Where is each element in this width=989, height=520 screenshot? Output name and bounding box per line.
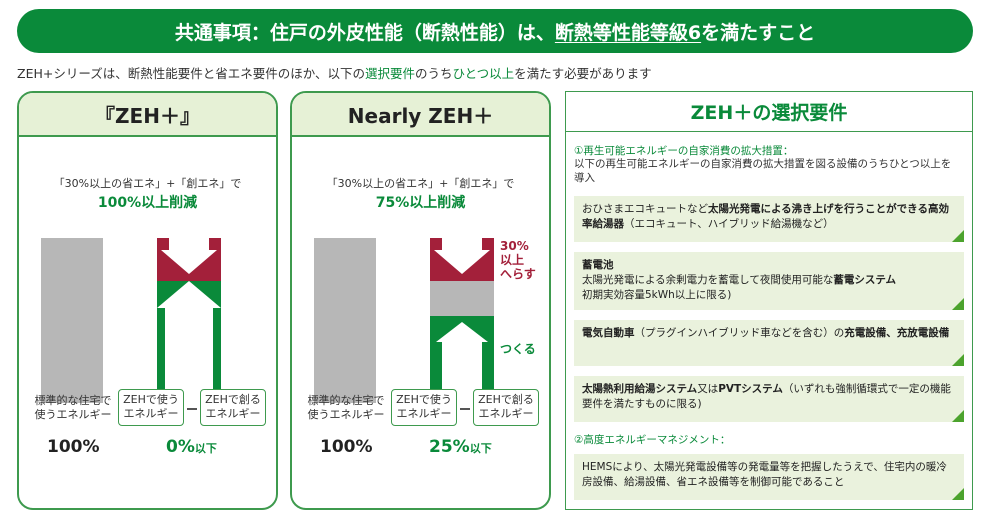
label-create-l1: ZEHで創る [205, 393, 261, 406]
section1-desc: 以下の再生可能エネルギーの自家消費の拡大措置を図る設備のうちひとつ以上を導入 [574, 158, 952, 184]
corner-marker [952, 354, 964, 366]
panel-title: 『ZEH＋』 [19, 93, 276, 137]
value-result-num: 25% [429, 437, 470, 457]
label-standard-l2: 使うエネルギー [34, 408, 112, 421]
label-standard-l1: 標準的な住宅で [34, 394, 112, 407]
value-result-num: 0% [166, 437, 195, 457]
standard-energy-bar [41, 238, 103, 403]
minus-sign [187, 408, 197, 410]
label-create-l2: エネルギー [478, 407, 534, 420]
intro-e: を満たす必要があります [514, 66, 652, 81]
panel-caption: 「30%以上の省エネ」+「創エネ」で [53, 177, 242, 190]
standard-energy-bar [314, 238, 376, 403]
label-standard: 標準的な住宅で 使うエネルギー [300, 394, 392, 422]
intro-c: のうち [414, 66, 453, 81]
label-create-l2: エネルギー [205, 407, 261, 420]
up-arrow [436, 322, 488, 403]
note-reduce: 30% 以上 へらす [500, 239, 536, 281]
value-standard: 100% [320, 437, 373, 457]
selection-title: ZEH＋の選択要件 [566, 92, 972, 132]
label-use: ZEHで使う エネルギー [391, 389, 457, 426]
item2-line2-bold: 蓄電システム [833, 274, 897, 286]
panel-reduction: 75%以上削減 [375, 195, 466, 211]
down-arrow [161, 238, 217, 274]
label-use-l2: エネルギー [123, 407, 179, 420]
intro-d: ひとつ以上 [452, 66, 515, 81]
selection-requirements-panel: ZEH＋の選択要件 ①再生可能エネルギーの自家消費の拡大措置： 以下の再生可能エ… [565, 91, 973, 510]
item1-pre: おひさまエコキュートなど [582, 203, 708, 215]
label-standard: 標準的な住宅で 使うエネルギー [27, 394, 119, 422]
label-standard-l1: 標準的な住宅で [307, 394, 385, 407]
label-standard-l2: 使うエネルギー [307, 408, 385, 421]
down-arrow [434, 238, 490, 274]
banner-text-b: 断熱等性能等級6 [554, 21, 702, 44]
corner-marker [952, 298, 964, 310]
requirement-item-battery: 蓄電池 太陽光発電による余剰電力を蓄電して夜間使用可能な蓄電システム 初期実効容… [574, 252, 964, 310]
label-use-l2: エネルギー [396, 407, 452, 420]
corner-marker [952, 230, 964, 242]
item4-mid: 又は [697, 383, 719, 395]
item1-post: （エコキュート、ハイブリッド給湯機など） [624, 218, 834, 230]
value-result-suffix: 以下 [469, 442, 492, 455]
minus-sign [460, 408, 470, 410]
value-standard: 100% [47, 437, 100, 457]
item3-post: （プラグインハイブリッド車などを含む）の [634, 327, 845, 339]
item4-bold: 太陽熱利用給湯システム [582, 383, 698, 395]
banner-text-c: を満たすこと [701, 21, 816, 44]
requirement-item-solar-thermal: 太陽熱利用給湯システム又はPVTシステム（いずれも強制循環式で一定の機能要件を満… [574, 376, 964, 422]
section2-desc: HEMSにより、太陽光発電設備等の発電量等を把握したうえで、住宅内の暖冷房設備、… [582, 461, 947, 488]
value-result-suffix: 以下 [194, 442, 217, 455]
label-create: ZEHで創る エネルギー [200, 389, 266, 426]
nearly-zeh-energy-bar [430, 238, 494, 403]
banner-text-a: 共通事項：住戸の外皮性能（断熱性能）は、 [174, 21, 555, 44]
item3-bold: 電気自動車 [582, 327, 635, 339]
label-use-l1: ZEHで使う [123, 393, 179, 406]
panel-reduction: 100%以上削減 [97, 195, 198, 211]
corner-marker [952, 410, 964, 422]
section2-title: ②高度エネルギーマネジメント： [574, 434, 731, 446]
remaining-block [430, 281, 494, 316]
section1-title: ①再生可能エネルギーの自家消費の拡大措置： [574, 145, 794, 157]
item3-bold2: 充電設備、充放電設備 [844, 327, 950, 339]
intro-a: ZEH+シリーズは、断熱性能要件と省エネ要件のほか、以下の [17, 66, 365, 81]
label-use: ZEHで使う エネルギー [118, 389, 184, 426]
label-create: ZEHで創る エネルギー [473, 389, 539, 426]
item2-line3: 初期実効容量5kWh以上に限る) [582, 289, 732, 301]
requirement-item-hems: HEMSにより、太陽光発電設備等の発電量等を把握したうえで、住宅内の暖冷房設備、… [574, 454, 964, 500]
item1-bold: 太陽光発電による沸き上げを行うことができる高効率給湯器 [582, 203, 949, 230]
requirement-item-water-heater: おひさまエコキュートなど太陽光発電による沸き上げを行うことができる高効率給湯器（… [574, 196, 964, 242]
intro-b: 選択要件 [364, 66, 415, 81]
note-create: つくる [500, 342, 536, 356]
requirement-item-ev: 電気自動車（プラグインハイブリッド車などを含む）の充電設備、充放電設備 [574, 320, 964, 366]
value-result: 25%以下 [429, 437, 492, 457]
panel-caption: 「30%以上の省エネ」+「創エネ」で [326, 177, 515, 190]
zeh-plus-panel: 『ZEH＋』 「30%以上の省エネ」+「創エネ」で 100%以上削減 標準的な住… [17, 91, 278, 510]
zeh-energy-bar [157, 238, 221, 403]
note-reduce-l1: 30% [500, 239, 529, 253]
note-reduce-l2: 以上 [500, 253, 525, 267]
nearly-zeh-plus-panel: Nearly ZEH＋ 「30%以上の省エネ」+「創エネ」で 75%以上削減 3… [290, 91, 551, 510]
label-create-l1: ZEHで創る [478, 393, 534, 406]
note-reduce-l3: へらす [500, 267, 536, 281]
value-result: 0%以下 [166, 437, 217, 457]
requirement-banner: 共通事項：住戸の外皮性能（断熱性能）は、 断熱等性能等級6 を満たすこと [17, 9, 973, 53]
panel-title: Nearly ZEH＋ [292, 93, 549, 137]
intro-text: ZEH+シリーズは、断熱性能要件と省エネ要件のほか、以下の選択要件のうちひとつ以… [17, 63, 652, 82]
item2-bold: 蓄電池 [582, 259, 614, 271]
corner-marker [952, 488, 964, 500]
label-use-l1: ZEHで使う [396, 393, 452, 406]
item4-bold2: PVTシステム [718, 383, 783, 395]
item4-post: （いずれも強制循環式で一定の機能要件を満たすものに限る) [582, 383, 951, 410]
item2-line2-pre: 太陽光発電による余剰電力を蓄電して夜間使用可能な [582, 274, 834, 286]
